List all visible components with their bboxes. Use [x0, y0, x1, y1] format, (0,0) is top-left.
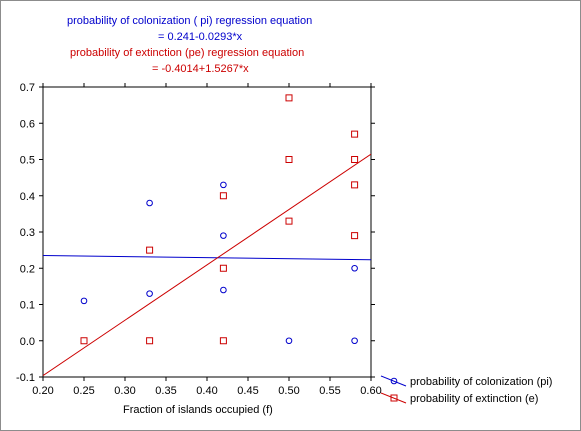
y-tick-label: 0.4: [20, 191, 35, 203]
extinction-fit-line: [43, 153, 371, 376]
y-tick-label: 0.3: [20, 227, 35, 239]
colonization-point: [351, 337, 358, 345]
x-axis-label: Fraction of islands occupied (f): [123, 404, 273, 416]
y-tick-label: 0.2: [20, 263, 35, 275]
extinction-point: [351, 130, 359, 138]
extinction-point: [285, 94, 293, 102]
extinction-point: [285, 217, 293, 225]
extinction-point: [219, 192, 227, 200]
colonization-point: [146, 290, 153, 297]
extinction-point: [219, 337, 227, 345]
legend-marker-colonization: [390, 377, 398, 385]
legend-label: probability of colonization (pi): [410, 376, 552, 388]
colonization-point: [80, 297, 88, 305]
x-tick-label: 0.20: [32, 385, 53, 397]
extinction-point: [351, 156, 359, 163]
legend-line-sample: [380, 392, 407, 404]
extinction-equation: = -0.4014+1.5267*x: [152, 63, 249, 75]
x-tick-label: 0.40: [196, 385, 217, 397]
x-tick-label: 0.55: [319, 385, 340, 397]
colonization-point: [285, 337, 293, 345]
y-tick-label: 0.5: [20, 155, 35, 167]
extinction-point: [285, 156, 293, 163]
y-tick-label: 0.0: [20, 336, 35, 348]
extinction-point: [146, 337, 154, 345]
x-tick-label: 0.35: [155, 385, 176, 397]
y-tick-label: -0.1: [16, 372, 35, 384]
extinction-equation-title: probability of extinction (pe) regressio…: [70, 47, 305, 59]
x-tick-label: 0.60: [360, 385, 381, 397]
legend-line-sample: [380, 375, 407, 387]
extinction-point: [219, 264, 227, 272]
y-tick-label: 0.1: [20, 300, 35, 312]
extinction-point: [146, 246, 154, 254]
x-tick-label: 0.30: [114, 385, 135, 397]
colonization-point: [220, 181, 227, 189]
colonization-equation: = 0.241-0.0293*x: [158, 31, 243, 43]
extinction-point: [351, 232, 359, 240]
extinction-point: [351, 181, 359, 189]
legend-marker-extinction: [390, 394, 398, 402]
x-tick-label: 0.25: [73, 385, 94, 397]
plot-area: [42, 86, 372, 378]
extinction-point: [80, 337, 88, 345]
x-tick-label: 0.50: [278, 385, 299, 397]
colonization-fit-line: [43, 255, 371, 261]
x-tick-label: 0.45: [237, 385, 258, 397]
colonization-point: [351, 264, 358, 272]
colonization-point: [220, 232, 227, 239]
colonization-point: [220, 286, 227, 294]
colonization-point: [146, 199, 153, 207]
y-tick-label: 0.6: [20, 118, 35, 130]
colonization-equation-title: probability of colonization ( pi) regres…: [67, 15, 313, 27]
legend-label: probability of extinction (e): [410, 393, 538, 405]
y-tick-label: 0.7: [20, 82, 35, 94]
